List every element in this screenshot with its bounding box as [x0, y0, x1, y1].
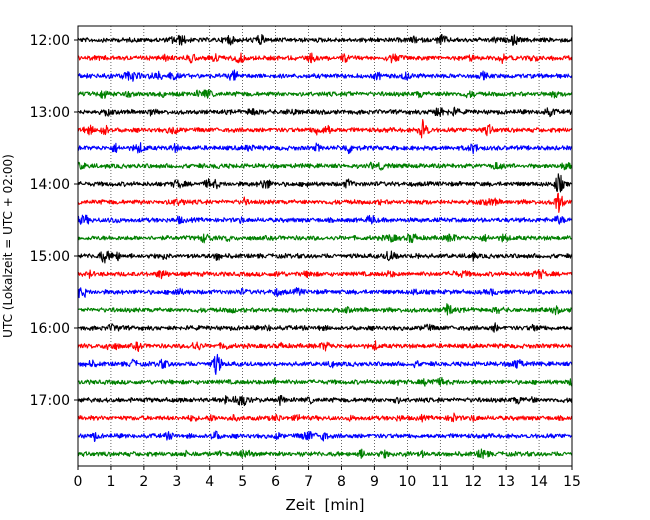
x-tick-label: 5 [238, 474, 247, 490]
y-tick-label: 17:00 [30, 393, 70, 409]
x-tick-label: 0 [74, 474, 83, 490]
trace-1445 [77, 233, 573, 244]
trace-1545 [77, 303, 573, 316]
trace-1600 [77, 322, 573, 333]
trace-1200 [77, 33, 573, 46]
trace-1300 [77, 106, 573, 118]
y-axis-ticks: 12:00 13:00 14:00 15:00 16:00 17:00 [30, 33, 78, 409]
x-tick-label: 8 [337, 474, 346, 490]
x-axis-label: Zeit [min] [285, 496, 364, 514]
grid-lines [110, 26, 540, 466]
trace-1715 [77, 412, 573, 423]
x-tick-label: 4 [205, 474, 214, 490]
trace-1645 [77, 376, 573, 387]
x-tick-label: 9 [370, 474, 379, 490]
trace-1430 [77, 214, 573, 225]
trace-1415 [77, 192, 573, 213]
trace-1400 [77, 173, 573, 193]
y-tick-label: 12:00 [30, 33, 70, 49]
x-tick-label: 7 [304, 474, 313, 490]
x-tick-label: 11 [431, 474, 449, 490]
trace-1515 [77, 269, 573, 280]
seismic-traces [77, 33, 573, 460]
x-tick-label: 6 [271, 474, 280, 490]
trace-1630 [77, 353, 573, 375]
y-tick-label: 13:00 [30, 105, 70, 121]
x-axis-ticks: 0 1 2 3 4 5 6 7 8 9 10 11 12 13 14 15 [74, 466, 581, 490]
trace-1500 [77, 250, 573, 264]
y-axis-label: UTC (Lokalzeit = UTC + 02:00) [1, 154, 15, 338]
plot-frame [77, 25, 573, 467]
y-tick-label: 15:00 [30, 249, 70, 265]
trace-1700 [77, 394, 573, 407]
trace-1315 [77, 118, 573, 139]
trace-1530 [77, 287, 573, 299]
trace-1730 [77, 430, 573, 443]
y-tick-label: 14:00 [30, 177, 70, 193]
y-tick-label: 16:00 [30, 321, 70, 337]
x-tick-label: 2 [139, 474, 148, 490]
trace-1330 [77, 142, 573, 155]
x-tick-label: 14 [530, 474, 548, 490]
trace-1745 [77, 448, 573, 460]
x-tick-label: 15 [563, 474, 581, 490]
x-tick-label: 13 [497, 474, 515, 490]
trace-1345 [77, 161, 573, 171]
x-tick-label: 1 [106, 474, 115, 490]
trace-1215 [77, 52, 573, 65]
trace-1245 [77, 89, 573, 99]
trace-1230 [77, 69, 573, 82]
x-tick-label: 12 [464, 474, 482, 490]
x-tick-label: 3 [172, 474, 181, 490]
x-tick-label: 10 [398, 474, 416, 490]
trace-1615 [77, 340, 573, 352]
